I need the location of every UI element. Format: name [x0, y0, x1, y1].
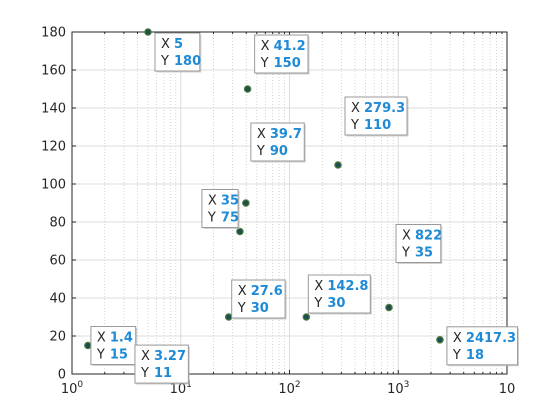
datatip-y-value: 18 — [466, 348, 484, 363]
datatip-x-key: X — [453, 331, 462, 346]
datatip-box — [344, 96, 408, 136]
datatip-x-value: 27.6 — [251, 284, 283, 299]
datatip-x-key: X — [314, 279, 323, 294]
datatip-x-value: 5 — [174, 37, 183, 52]
datatip-x-key: X — [141, 349, 150, 364]
y-tick-label: 140 — [41, 102, 66, 117]
datatip-y-value: 180 — [174, 54, 201, 69]
datatip: X 39.7 Y 90 — [250, 122, 306, 163]
datatip-x-value: 142.8 — [327, 279, 368, 294]
x-tick-label: 102 — [278, 380, 300, 397]
datatip-y-key: Y — [256, 144, 265, 159]
datatip-y-key: Y — [260, 56, 269, 71]
data-point — [144, 28, 152, 36]
datatip: X 41.2 Y 150 — [254, 34, 310, 75]
y-tick-label: 20 — [49, 330, 66, 345]
y-tick-label: 120 — [41, 140, 66, 155]
datatip: X 35 Y 75 — [201, 189, 240, 229]
tick-labels: 0 20 40 60 80 100 120 140 160 180 100 101 102 103 10 — [41, 26, 515, 398]
datatip: X 1.4 Y 15 — [90, 326, 138, 366]
datatip-y-value: 110 — [364, 118, 391, 133]
data-point — [84, 341, 92, 350]
datatip: X 142.8 Y 30 — [307, 274, 372, 315]
y-tick-label: 160 — [41, 64, 66, 79]
datatip: X 27.6 Y 30 — [231, 279, 287, 320]
datatip-x-value: 39.7 — [270, 127, 302, 142]
x-tick-label: 101 — [170, 380, 192, 397]
datatip-y-value: 30 — [327, 296, 345, 311]
datatip-x-key: X — [161, 37, 170, 52]
y-tick-label: 0 — [58, 368, 66, 383]
grid — [72, 32, 507, 374]
datatip-x-key: X — [402, 229, 411, 244]
datatip-box — [154, 32, 201, 72]
datatip-y-key: Y — [401, 246, 410, 261]
datatip-x-key: X — [257, 127, 266, 142]
data-point — [242, 199, 250, 207]
y-tick-label: 40 — [49, 292, 66, 307]
data-point — [334, 161, 342, 169]
data-point — [436, 335, 444, 344]
data-point — [243, 85, 252, 93]
datatip-box — [250, 122, 305, 162]
datatip: X 822 Y 35 — [395, 224, 443, 264]
x-tick-label: 10 — [499, 382, 516, 397]
datatip-x-key: X — [208, 194, 217, 209]
datatip: X 3.27 Y 11 — [134, 344, 190, 385]
datatip-box — [307, 274, 371, 314]
datatip-box — [446, 326, 519, 366]
datatip-x-key: X — [238, 284, 247, 299]
datatip-box — [90, 326, 137, 365]
datatip-box — [201, 189, 239, 228]
y-tick-label: 80 — [49, 216, 66, 231]
datatip-y-key: Y — [140, 366, 149, 381]
data-point — [224, 313, 233, 321]
y-tick-label: 60 — [49, 254, 66, 269]
datatip-y-value: 11 — [154, 366, 172, 381]
datatip-x-value: 1.4 — [110, 331, 133, 346]
datatip-y-key: Y — [237, 301, 246, 316]
datatip-y-key: Y — [96, 348, 105, 363]
datatip-y-value: 35 — [415, 246, 433, 261]
x-tick-label: 100 — [61, 380, 84, 397]
y-tick-label: 100 — [41, 178, 66, 193]
datatip-y-value: 150 — [274, 56, 301, 71]
datatip-y-value: 30 — [251, 301, 269, 316]
datatip-box — [231, 279, 286, 319]
datatip-x-key: X — [97, 331, 106, 346]
datatip-y-value: 90 — [270, 144, 288, 159]
datatip-box — [134, 344, 189, 384]
datatip-x-value: 279.3 — [364, 101, 405, 116]
x-tick-label: 103 — [387, 380, 409, 397]
axes — [71, 31, 508, 375]
datatip-x-key: X — [351, 101, 360, 116]
data-point — [385, 303, 393, 312]
datatip-x-key: X — [261, 39, 270, 54]
data-point — [302, 313, 311, 321]
datatip-y-key: Y — [160, 54, 169, 69]
datatip-x-value: 35 — [221, 194, 239, 209]
datatip-y-value: 75 — [221, 211, 239, 226]
datatip-x-value: 41.2 — [274, 39, 306, 54]
datatip-box — [254, 34, 309, 74]
datatip-x-value: 3.27 — [154, 349, 186, 364]
datatip: X 279.3 Y 110 — [344, 96, 409, 137]
datatip-x-value: 822 — [415, 229, 442, 244]
datatip: X 5Y 180 — [154, 32, 202, 73]
datatip-y-key: Y — [207, 211, 216, 226]
data-point — [236, 227, 244, 236]
datatip-box — [395, 224, 442, 263]
datatip-y-key: Y — [313, 296, 322, 311]
datatip: X 2417.3 Y 18 — [446, 326, 520, 367]
datatip-x-value: 2417.3 — [466, 331, 516, 346]
datatip-y-value: 15 — [110, 348, 128, 363]
datatip-y-key: Y — [452, 348, 461, 363]
datatip-y-key: Y — [350, 118, 359, 133]
y-tick-label: 180 — [41, 26, 66, 41]
